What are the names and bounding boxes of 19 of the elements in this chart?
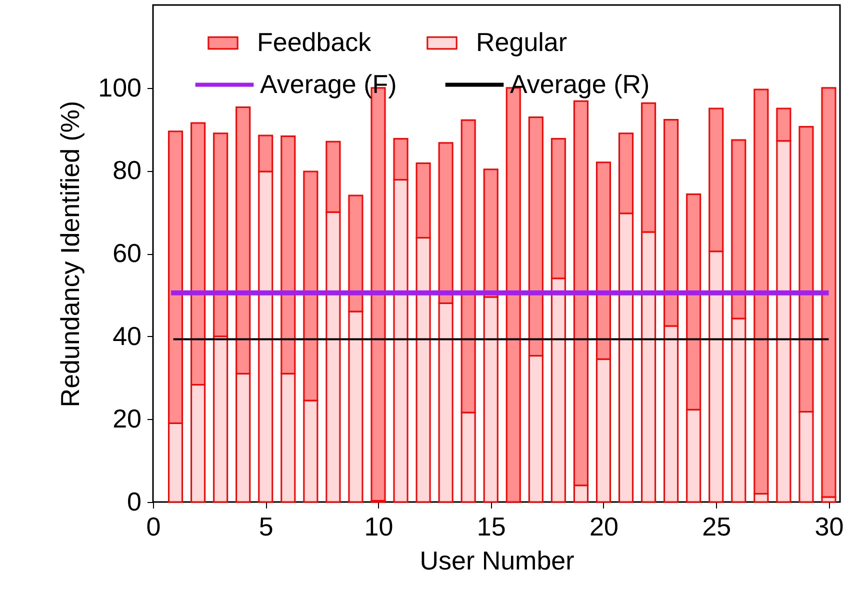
legend-label: Regular xyxy=(476,27,568,57)
y-tick-label: 20 xyxy=(112,404,142,434)
x-axis-title: User Number xyxy=(420,546,575,576)
x-tick-label: 5 xyxy=(258,512,274,542)
y-tick-label: 40 xyxy=(112,320,142,351)
legend-label: Average (R) xyxy=(510,68,650,99)
x-tick-label: 10 xyxy=(364,512,394,542)
x-tick-label: 0 xyxy=(146,512,161,542)
x-tick-label: 25 xyxy=(702,512,732,542)
x-tick-label: 15 xyxy=(476,512,506,542)
y-tick-label: 0 xyxy=(127,486,142,516)
legend-label: Feedback xyxy=(257,27,372,57)
y-tick-label: 60 xyxy=(112,238,142,268)
y-tick-label: 80 xyxy=(112,155,142,186)
y-tick-label: 100 xyxy=(98,72,142,102)
x-tick-label: 20 xyxy=(590,512,618,542)
legend-label: Average (F) xyxy=(260,68,397,99)
y-axis-title: Redundancy Identified (%) xyxy=(55,100,86,408)
x-tick-label: 30 xyxy=(814,512,844,542)
